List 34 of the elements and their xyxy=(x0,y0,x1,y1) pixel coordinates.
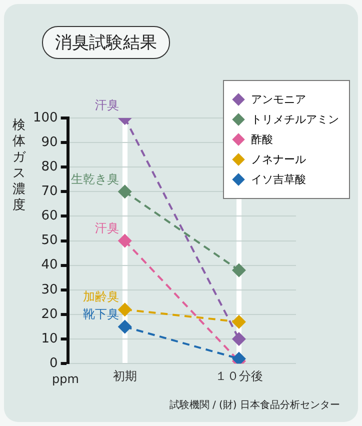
point xyxy=(118,320,132,334)
y-tick-label: 30 xyxy=(41,282,58,298)
point xyxy=(118,234,132,248)
text: 試験機関 / (財) 日本食品分析センター xyxy=(169,398,340,412)
annotation: 加齢臭 xyxy=(82,290,119,304)
legend-label: ノネナール xyxy=(251,152,306,167)
annotation: 汗臭 xyxy=(94,98,119,112)
annotation: 汗臭 xyxy=(94,220,119,235)
y-tick-label: 90 xyxy=(41,134,58,150)
chart-title: 消臭試験結果 xyxy=(42,26,170,59)
legend-label: イソ吉草酸 xyxy=(251,172,306,187)
point xyxy=(118,302,132,317)
y-tick-label: 100 xyxy=(32,110,58,126)
legend-label: 酢酸 xyxy=(251,132,273,147)
point xyxy=(232,263,246,278)
y-tick-label: 60 xyxy=(41,208,58,224)
point xyxy=(232,314,246,329)
text: ppm xyxy=(52,372,79,386)
y-axis-title: 検体ガス濃度 xyxy=(12,118,26,214)
legend-label: トリメチルアミン xyxy=(251,112,339,127)
y-tick-label: 10 xyxy=(41,331,58,346)
legend-label: アンモニア xyxy=(251,92,306,107)
annotation: 生乾き臭 xyxy=(70,172,119,186)
y-tick-label: 50 xyxy=(41,233,58,248)
y-tick-label: 70 xyxy=(41,184,58,200)
x-tick-label: １０分後 xyxy=(214,368,263,383)
annotation: 靴下臭 xyxy=(82,306,119,321)
y-tick-label: 20 xyxy=(41,306,58,322)
point xyxy=(118,184,132,199)
y-tick-label: 80 xyxy=(41,159,58,174)
y-tick-label: 40 xyxy=(41,258,58,273)
x-tick-label: 初期 xyxy=(112,368,137,383)
point xyxy=(232,332,246,346)
y-tick-label: 0 xyxy=(50,356,58,371)
